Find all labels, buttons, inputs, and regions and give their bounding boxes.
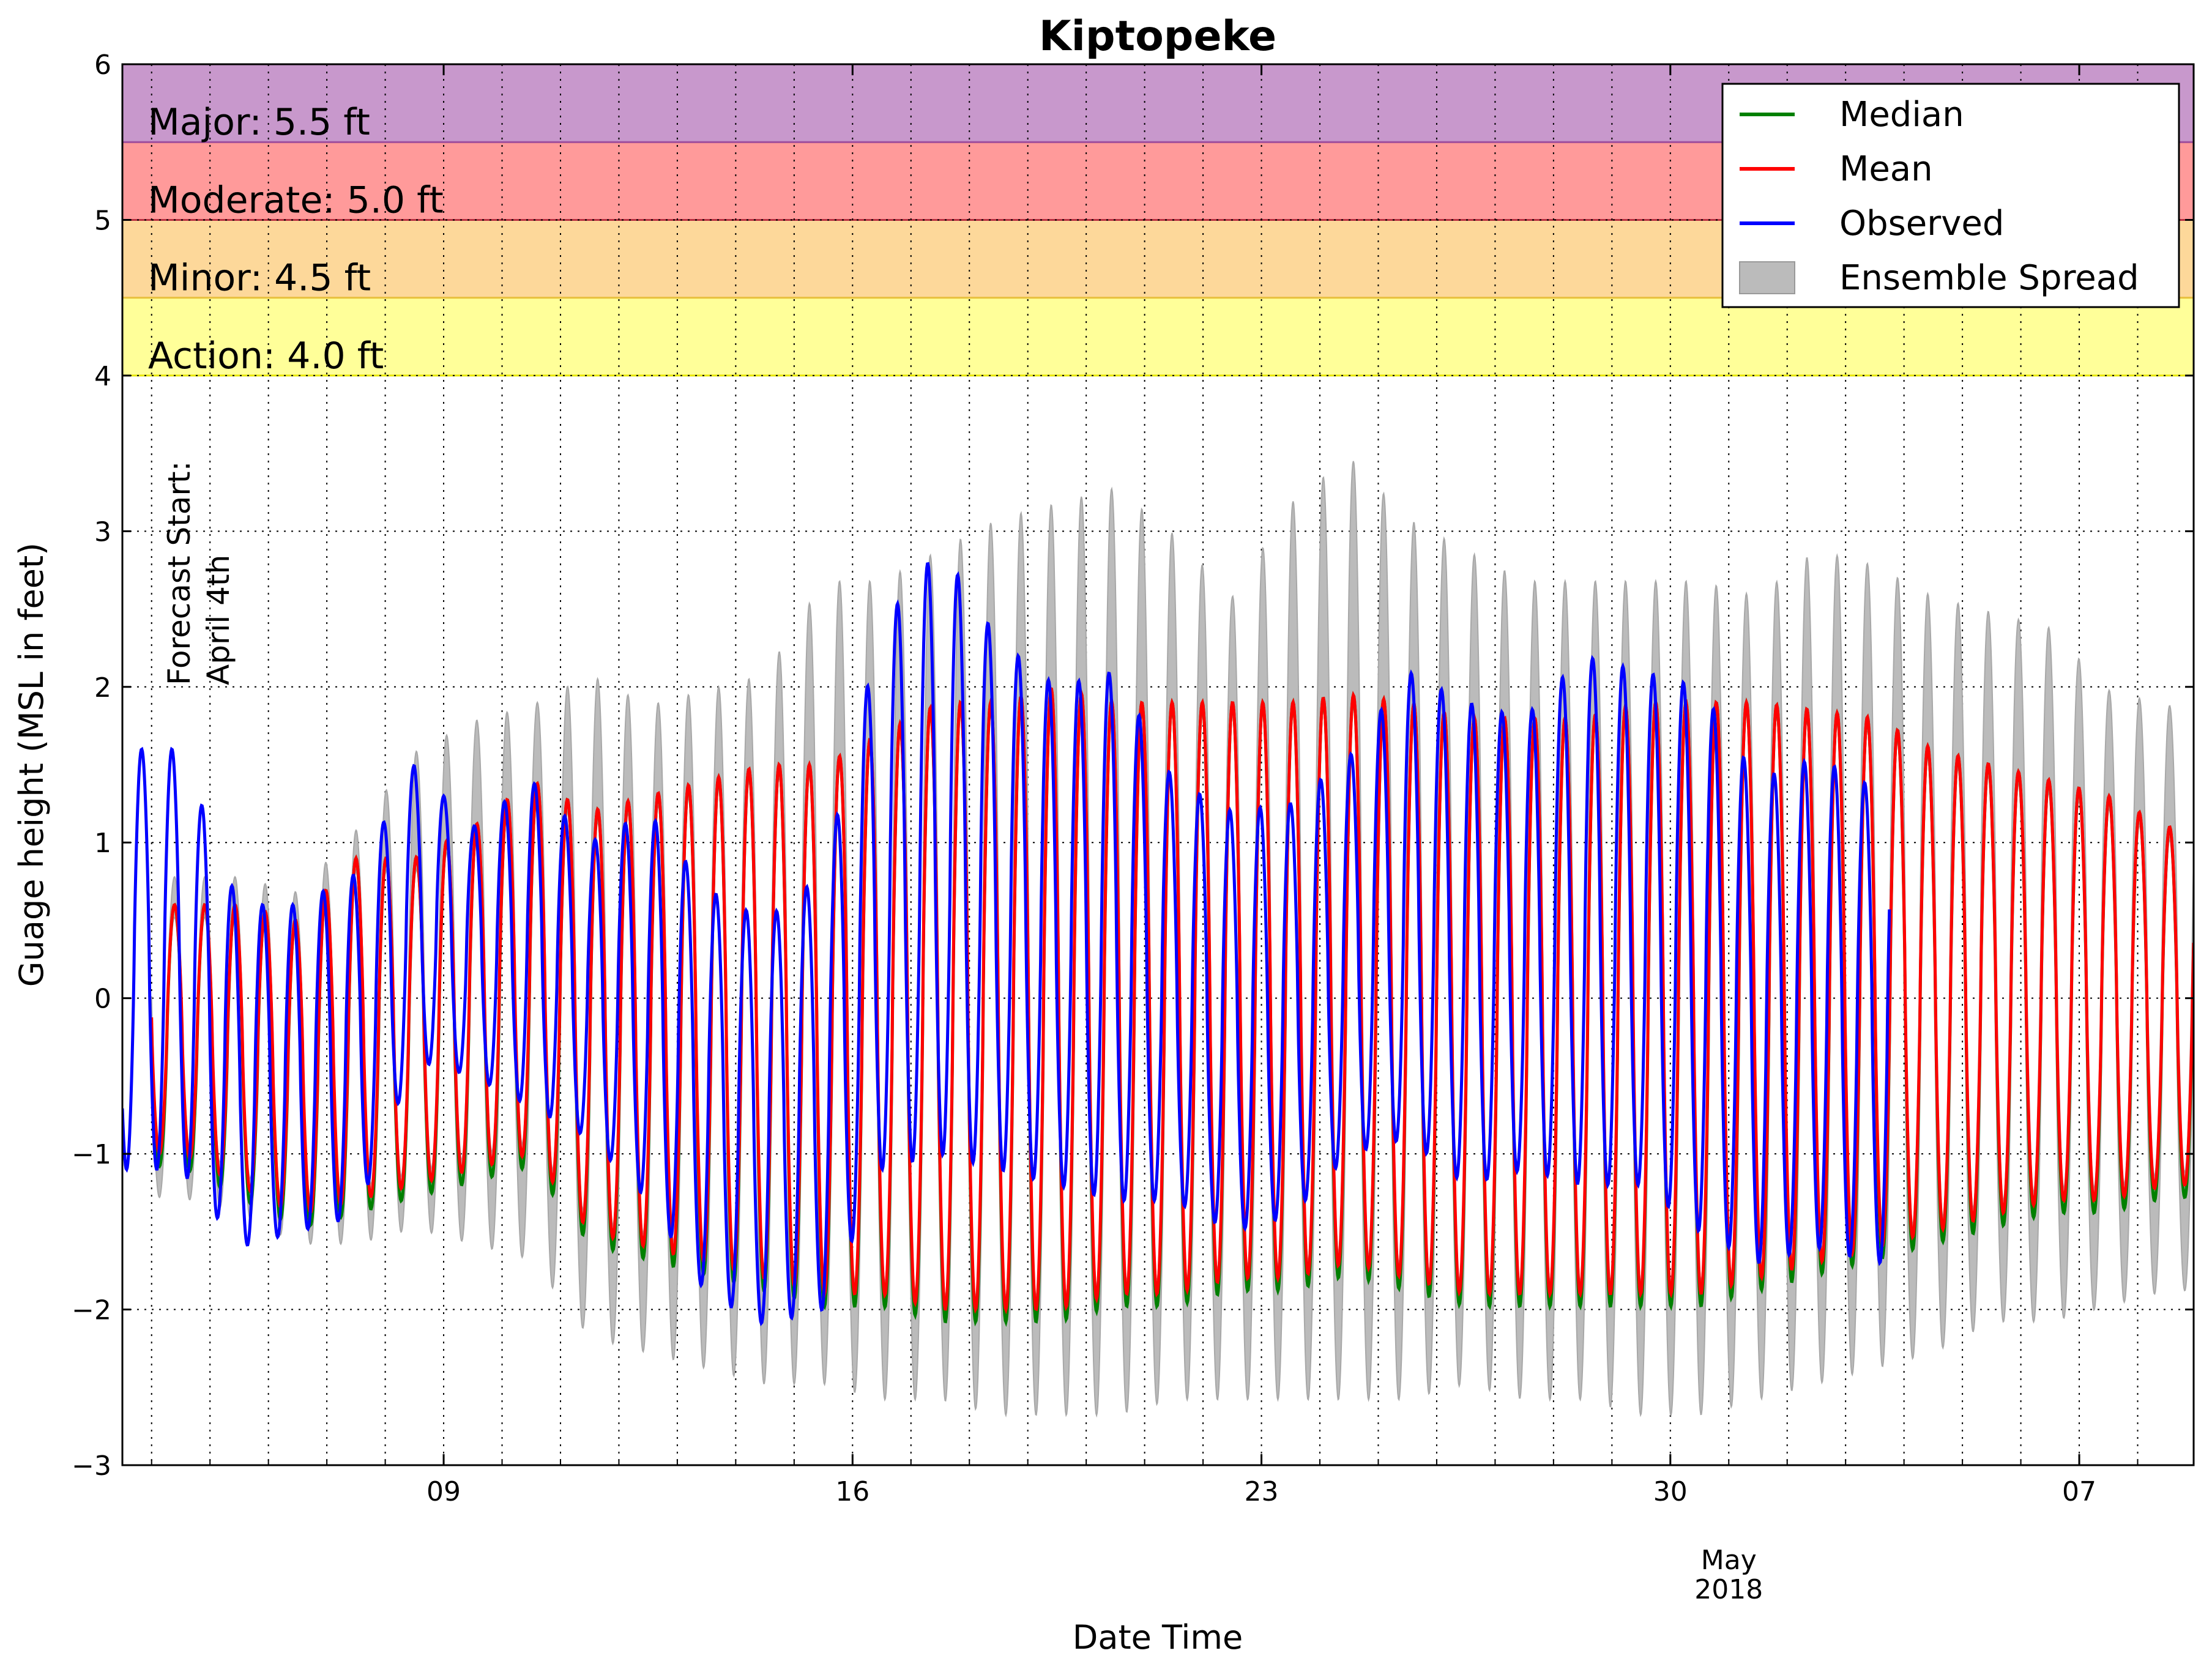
legend-box xyxy=(1721,83,2180,308)
y-tick-label-0: −3 xyxy=(72,1450,111,1482)
flood-band-label-1: Minor: 4.5 ft xyxy=(148,257,371,300)
series-mean xyxy=(150,686,2194,1315)
chart-title: Kiptopeke xyxy=(1039,12,1276,61)
y-tick-label-2: −1 xyxy=(72,1139,111,1170)
y-tick-label-8: 5 xyxy=(94,205,111,236)
x-tick-label-1: 16 xyxy=(835,1476,870,1507)
legend-label-3: Ensemble Spread xyxy=(1839,258,2139,298)
flood-band-labels: Action: 4.0 ft Minor: 4.5 ft Moderate: 5.0… xyxy=(148,101,444,377)
x-tick-label-0: 09 xyxy=(426,1476,461,1507)
flood-band-label-3: Major: 5.5 ft xyxy=(148,101,370,144)
forecast-annotation-line-1: Forecast Start: xyxy=(162,461,197,685)
legend: Median Mean Observed Ensemble Spread xyxy=(1721,83,2180,308)
y-tick-label-3: 0 xyxy=(94,984,111,1015)
legend-label-1: Mean xyxy=(1839,149,1933,189)
y-tick-label-1: −2 xyxy=(72,1295,111,1326)
flood-band-label-2: Moderate: 5.0 ft xyxy=(148,179,444,221)
series xyxy=(122,461,2194,1418)
forecast-annotation-line-2: April 4th xyxy=(201,555,236,685)
x-tick-label-4: 07 xyxy=(2062,1476,2096,1507)
legend-swatch-3 xyxy=(1739,261,1795,294)
flood-band-label-0: Action: 4.0 ft xyxy=(148,335,384,377)
month-label: May xyxy=(1701,1545,1757,1576)
series-observed xyxy=(122,562,1891,1326)
y-tick-label-6: 3 xyxy=(94,516,111,548)
y-tick-label-4: 1 xyxy=(94,828,111,859)
forecast-annotation: Forecast Start: April 4th xyxy=(162,461,236,685)
y-tick-label-5: 2 xyxy=(94,672,111,704)
x-axis-label: Date Time xyxy=(1073,1618,1243,1657)
plot-frame xyxy=(121,63,2195,1466)
flood-band-0 xyxy=(122,297,2194,376)
legend-label-0: Median xyxy=(1839,95,1964,135)
y-tick-label-9: 6 xyxy=(94,50,111,81)
y-axis-label: Guage height (MSL in feet) xyxy=(12,543,51,987)
x-tick-label-3: 30 xyxy=(1653,1476,1688,1507)
legend-label-2: Observed xyxy=(1839,204,2004,243)
year-label: 2018 xyxy=(1694,1574,1763,1605)
x-tick-label-2: 23 xyxy=(1245,1476,1279,1507)
y-tick-label-7: 4 xyxy=(94,361,111,392)
